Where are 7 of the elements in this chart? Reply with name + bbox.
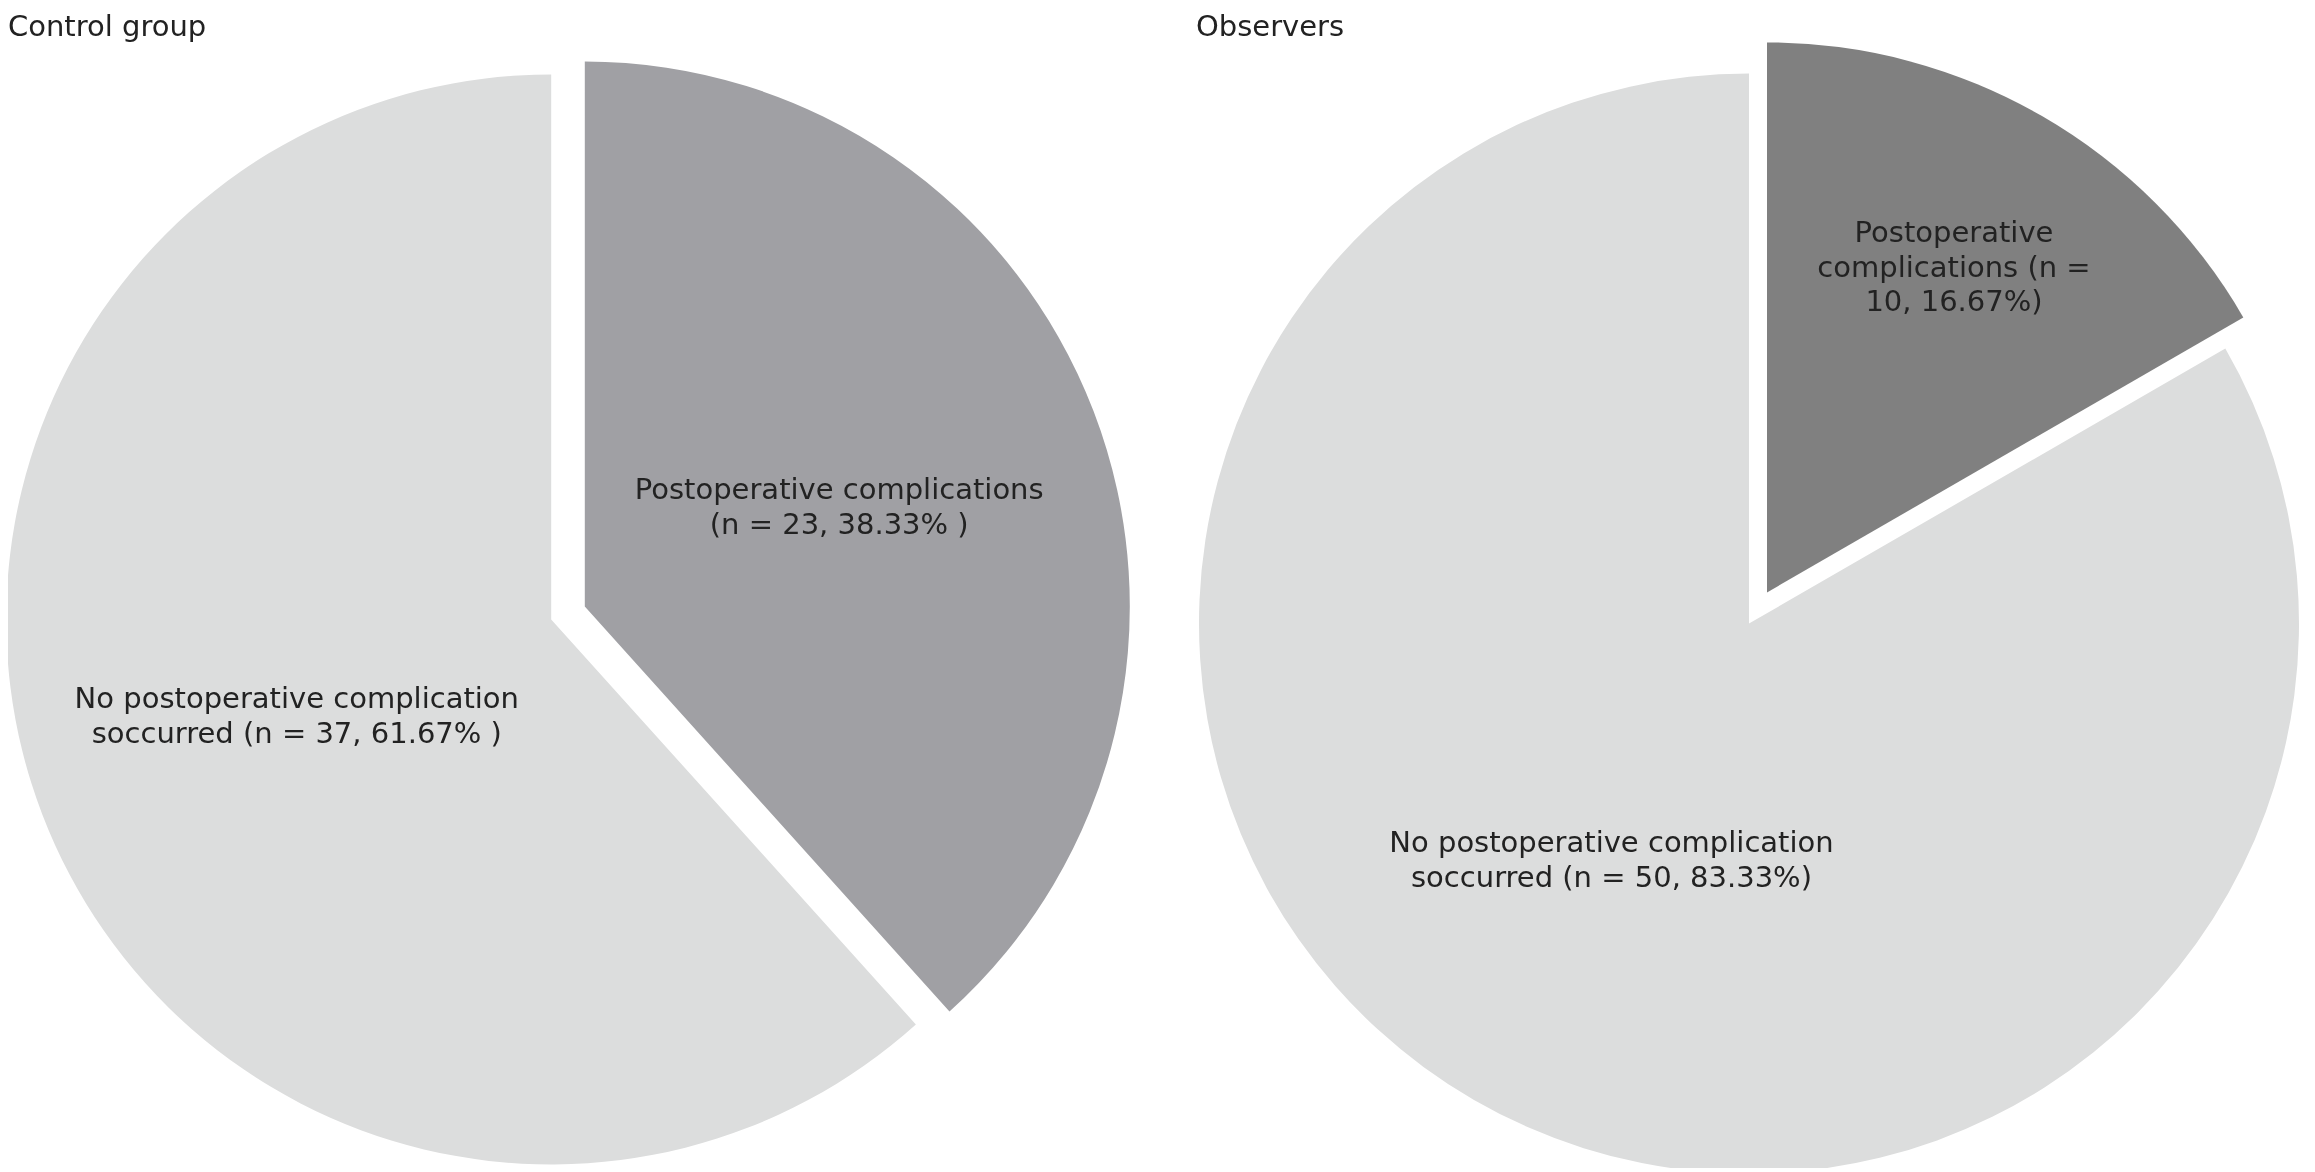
slice-label: Postoperative complications <box>634 472 1044 507</box>
slice-label: Postoperative complications (n = 10, 16.67%) <box>1817 214 2091 319</box>
chart-title: Observers <box>1196 9 1345 43</box>
slice-label: No postoperative complication soccurred (n = 50, 83.33%) <box>1389 825 1834 895</box>
data-label: (n = 23, 38.33% ) <box>709 507 969 542</box>
chart-title: Control group <box>8 9 207 43</box>
slice-label: No postoperative complication soccurred (n = 37, 61.67% ) <box>74 680 519 750</box>
